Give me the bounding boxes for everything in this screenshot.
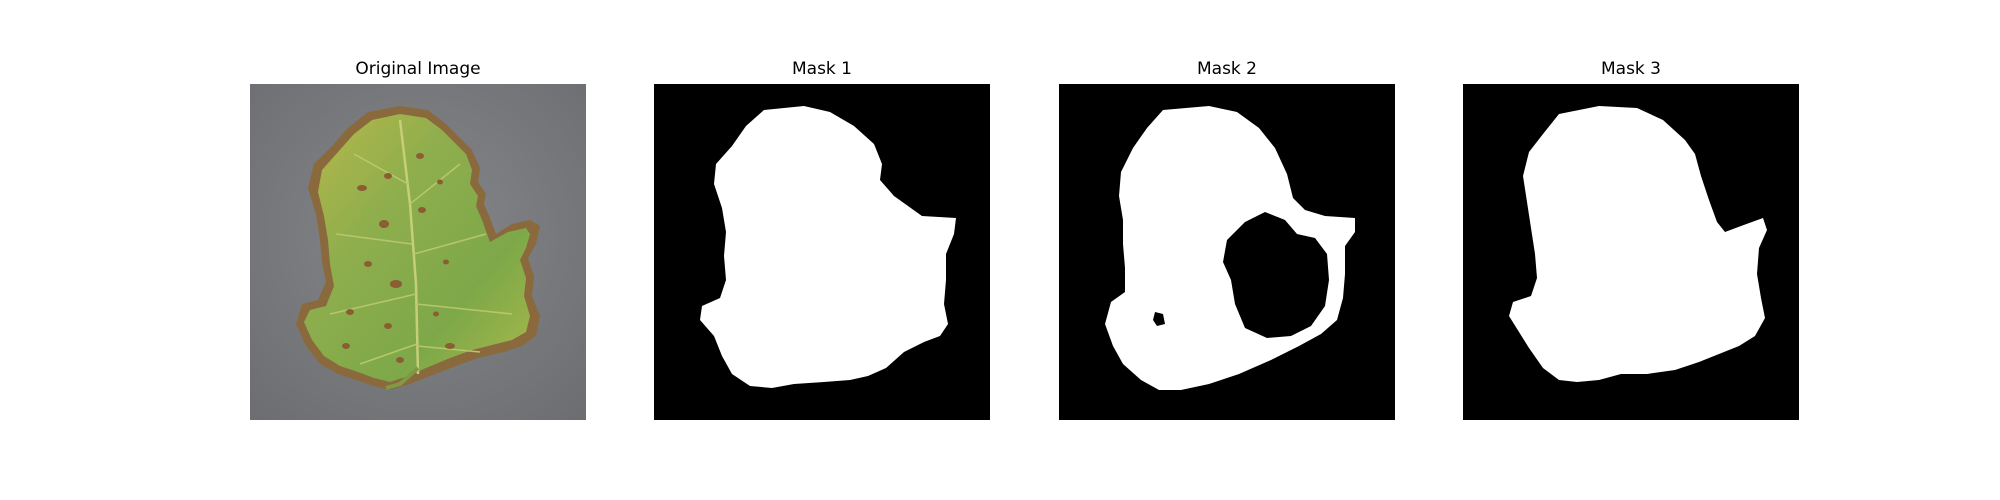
mask-image [1059, 84, 1395, 420]
panel-mask-1: Mask 1 [654, 0, 990, 500]
panel-title: Mask 1 [791, 59, 852, 79]
panel-title: Mask 2 [1196, 59, 1257, 79]
panel-original-image: Original Image [250, 0, 586, 500]
panel-title: Mask 3 [1600, 59, 1661, 79]
panel-title: Original Image [355, 59, 481, 79]
mask-image [1463, 84, 1799, 420]
leaf-photo [250, 84, 586, 420]
panel-mask-3: Mask 3 [1463, 0, 1799, 500]
panel-mask-2: Mask 2 [1059, 0, 1395, 500]
mask-image [654, 84, 990, 420]
